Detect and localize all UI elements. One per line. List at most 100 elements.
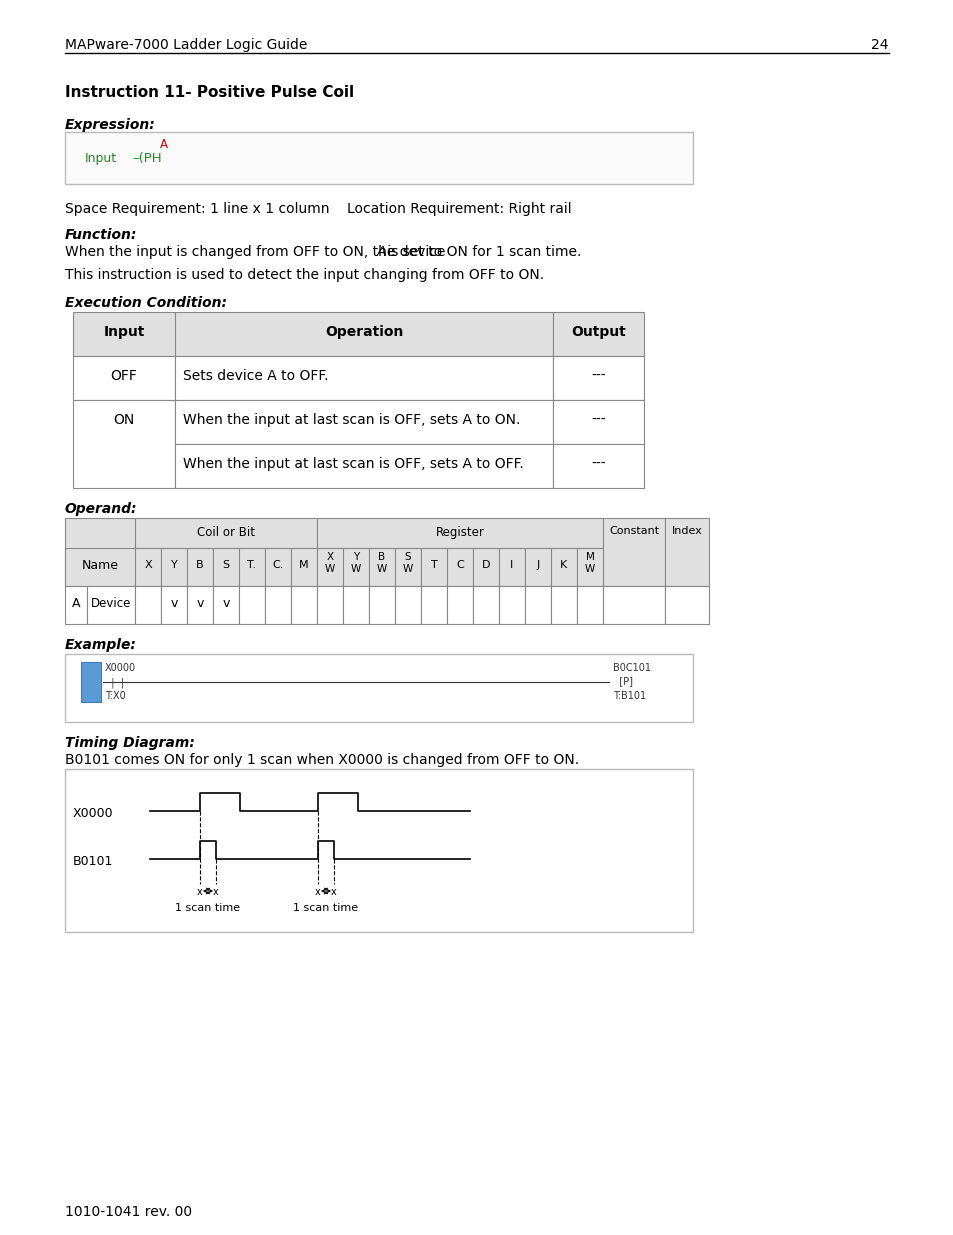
Text: M: M: [299, 559, 309, 571]
Text: B0101: B0101: [73, 855, 113, 868]
Text: I: I: [510, 559, 513, 571]
Text: W: W: [376, 564, 387, 574]
Bar: [447, 548, 473, 585]
Bar: [498, 585, 524, 624]
Text: T: T: [430, 559, 436, 571]
Text: S: S: [404, 552, 411, 562]
Bar: [447, 585, 473, 624]
Bar: [577, 548, 602, 585]
Text: ON: ON: [113, 412, 134, 427]
Text: 24: 24: [871, 38, 888, 52]
Bar: [65, 548, 135, 585]
Text: ---: ---: [591, 369, 605, 383]
Text: C.: C.: [272, 559, 283, 571]
Bar: [213, 548, 239, 585]
Text: Register: Register: [436, 526, 484, 538]
Text: x: x: [314, 887, 320, 897]
Text: Expression:: Expression:: [65, 119, 155, 132]
Bar: [161, 585, 187, 624]
Bar: [395, 548, 420, 585]
Bar: [291, 585, 316, 624]
Text: OFF: OFF: [111, 369, 137, 383]
Bar: [87, 585, 135, 624]
Bar: [395, 585, 420, 624]
Bar: [316, 585, 343, 624]
Text: Operation: Operation: [324, 325, 403, 338]
Text: –(PH: –(PH: [132, 152, 161, 165]
Text: K: K: [559, 559, 567, 571]
Text: W: W: [325, 564, 335, 574]
Bar: [73, 400, 174, 488]
Text: W: W: [584, 564, 595, 574]
Text: X0000: X0000: [105, 663, 136, 673]
Text: A: A: [160, 138, 168, 151]
Bar: [239, 548, 265, 585]
Bar: [65, 655, 692, 722]
Text: X: X: [326, 552, 334, 562]
Text: 1 scan time: 1 scan time: [175, 903, 240, 913]
Text: Input: Input: [103, 325, 145, 338]
Text: Y: Y: [353, 552, 358, 562]
Text: Example:: Example:: [65, 638, 136, 652]
Bar: [602, 517, 664, 585]
Text: Y: Y: [171, 559, 177, 571]
Bar: [239, 585, 265, 624]
Bar: [73, 356, 174, 400]
Bar: [524, 585, 551, 624]
Bar: [369, 548, 395, 585]
Text: x: x: [213, 887, 218, 897]
Text: x: x: [197, 887, 203, 897]
Bar: [213, 585, 239, 624]
Bar: [551, 585, 577, 624]
Text: Coil or Bit: Coil or Bit: [196, 526, 254, 538]
Bar: [291, 548, 316, 585]
Bar: [174, 356, 553, 400]
Text: W: W: [351, 564, 361, 574]
Text: B0101 comes ON for only 1 scan when X0000 is changed from OFF to ON.: B0101 comes ON for only 1 scan when X000…: [65, 753, 578, 767]
Text: Operand:: Operand:: [65, 501, 137, 516]
Bar: [65, 132, 692, 184]
Bar: [135, 585, 161, 624]
Bar: [343, 585, 369, 624]
Text: W: W: [402, 564, 413, 574]
Text: T:X0: T:X0: [105, 692, 126, 701]
Text: J: J: [536, 559, 539, 571]
Text: v: v: [196, 597, 204, 610]
Text: ---: ---: [591, 457, 605, 471]
Text: x: x: [331, 887, 336, 897]
Bar: [551, 548, 577, 585]
Text: Instruction 11- Positive Pulse Coil: Instruction 11- Positive Pulse Coil: [65, 85, 354, 100]
Text: C: C: [456, 559, 463, 571]
Bar: [473, 548, 498, 585]
Bar: [73, 312, 174, 356]
Text: v: v: [222, 597, 230, 610]
Bar: [65, 769, 692, 932]
Bar: [369, 585, 395, 624]
Bar: [161, 548, 187, 585]
Text: Execution Condition:: Execution Condition:: [65, 296, 227, 310]
Text: 1010-1041 rev. 00: 1010-1041 rev. 00: [65, 1205, 192, 1219]
Bar: [420, 548, 447, 585]
Bar: [664, 517, 708, 585]
Bar: [174, 312, 553, 356]
Bar: [187, 585, 213, 624]
Text: |  |: | |: [105, 678, 124, 688]
Text: X: X: [144, 559, 152, 571]
Bar: [473, 585, 498, 624]
Text: v: v: [171, 597, 177, 610]
Text: D: D: [481, 559, 490, 571]
Bar: [265, 585, 291, 624]
Bar: [553, 400, 643, 445]
Bar: [343, 548, 369, 585]
Bar: [187, 548, 213, 585]
Text: Function:: Function:: [65, 228, 137, 242]
Bar: [498, 548, 524, 585]
Text: Sets device A to OFF.: Sets device A to OFF.: [183, 369, 328, 383]
Bar: [174, 400, 553, 445]
Text: [P]: [P]: [613, 676, 633, 685]
Text: X0000: X0000: [73, 806, 113, 820]
Text: B: B: [196, 559, 204, 571]
Bar: [524, 548, 551, 585]
Text: T:B101: T:B101: [613, 692, 645, 701]
Text: When the input at last scan is OFF, sets A to OFF.: When the input at last scan is OFF, sets…: [183, 457, 523, 471]
